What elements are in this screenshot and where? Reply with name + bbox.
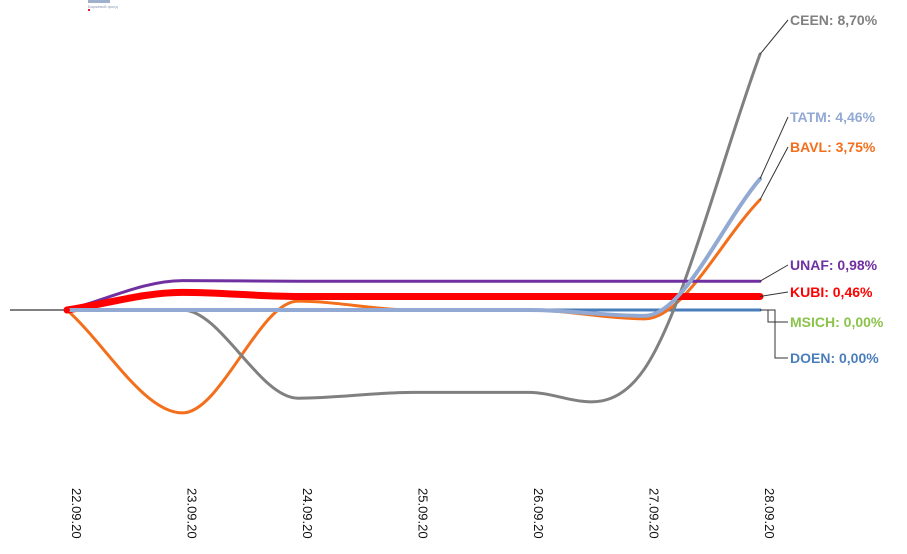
x-tick-label: 28.09.20 bbox=[762, 488, 777, 539]
x-axis-ticks: 22.09.20 23.09.20 24.09.20 25.09.20 26.09.20… bbox=[69, 488, 777, 539]
series-label-bavl: BAVL: 3,75% bbox=[790, 139, 876, 155]
label-connector-unaf bbox=[759, 264, 789, 282]
series-label-tatm: TATM: 4,46% bbox=[790, 109, 876, 125]
series-line-tatm bbox=[65, 176, 762, 318]
label-connector-doen bbox=[760, 309, 788, 359]
x-tick-label: 24.09.20 bbox=[300, 488, 315, 539]
series-layer bbox=[63, 52, 764, 415]
label-connector-tatm bbox=[759, 116, 789, 180]
logo-caption: Биржевой фонд bbox=[88, 4, 118, 9]
series-label-ceen: CEEN: 8,70% bbox=[790, 12, 878, 28]
series-label-kubi: KUBI: 0,46% bbox=[790, 284, 873, 300]
label-connector-bavl bbox=[759, 146, 789, 200]
logo-dot bbox=[88, 9, 90, 11]
series-line-unaf bbox=[65, 279, 762, 312]
series-label-unaf: UNAF: 0,98% bbox=[790, 257, 878, 273]
series-line-bavl bbox=[65, 198, 762, 415]
label-layer: CEEN: 8,70% TATM: 4,46% BAVL: 3,75% UNAF: 0… bbox=[759, 12, 884, 366]
x-tick-label: 25.09.20 bbox=[416, 488, 431, 539]
series-label-msich: MSICH: 0,00% bbox=[790, 314, 884, 330]
x-tick-label: 26.09.20 bbox=[531, 488, 546, 539]
logo-bar bbox=[88, 0, 110, 3]
x-tick-label: 22.09.20 bbox=[69, 488, 84, 539]
series-start-point bbox=[64, 307, 70, 313]
x-tick-label: 23.09.20 bbox=[185, 488, 200, 539]
label-connector-msich bbox=[760, 309, 788, 323]
series-line-ceen bbox=[65, 52, 762, 404]
series-label-doen: DOEN: 0,00% bbox=[790, 350, 879, 366]
label-connector-kubi bbox=[759, 291, 789, 297]
label-connector-ceen bbox=[759, 19, 789, 55]
x-tick-label: 27.09.20 bbox=[647, 488, 662, 539]
series-line-kubi bbox=[63, 288, 764, 314]
fund-logo: Биржевой фонд bbox=[88, 0, 118, 14]
